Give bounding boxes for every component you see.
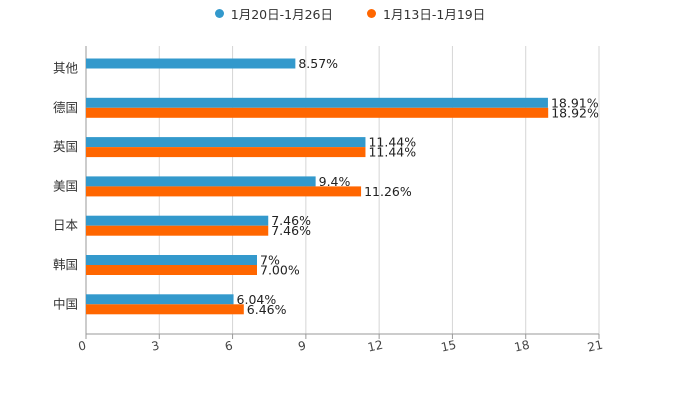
data-label-series1-2: 11.44% — [368, 135, 416, 150]
legend-label-series-1: 1月20日-1月26日 — [230, 7, 333, 22]
legend-item-series-2[interactable]: 1月13日-1月19日 — [367, 4, 485, 23]
data-label-series1-6: 6.04% — [237, 292, 277, 307]
data-label-series1-4: 7.46% — [271, 213, 311, 228]
y-tick-label-0: 其他 — [53, 61, 79, 76]
y-tick-label-2: 英国 — [53, 139, 78, 154]
bar-series1-2 — [86, 137, 366, 148]
data-label-series1-3: 9.4% — [319, 174, 351, 189]
x-tick-label-3: 3 — [150, 338, 160, 353]
y-tick-label-4: 日本 — [53, 218, 79, 233]
bar-series1-4 — [86, 215, 269, 226]
bar-series1-6 — [86, 294, 234, 305]
data-label-series2-5: 7.00% — [260, 263, 300, 278]
bar-series1-5 — [86, 255, 257, 265]
y-tick-label-1: 德国 — [53, 100, 78, 115]
x-tick-label-21: 21 — [586, 338, 604, 355]
legend-dot-series-2 — [367, 9, 376, 18]
bar-series1-0 — [86, 58, 296, 69]
legend-label-series-2: 1月13日-1月19日 — [383, 7, 486, 22]
bar-series1-1 — [86, 97, 548, 108]
bar-series2-3 — [86, 186, 362, 197]
bar-series2-1 — [86, 107, 549, 118]
x-tick-label-15: 15 — [440, 338, 458, 355]
legend-dot-series-1 — [214, 9, 224, 18]
bar-series2-6 — [86, 304, 244, 315]
data-label-series2-2: 11.44% — [368, 145, 416, 160]
x-tick-label-6: 6 — [224, 338, 234, 353]
data-label-series1-5: 7% — [260, 253, 280, 268]
x-tick-label-0: 0 — [77, 338, 87, 353]
data-label-series2-4: 7.46% — [271, 223, 311, 238]
data-label-series2-6: 6.46% — [247, 302, 287, 317]
bar-series2-4 — [86, 225, 269, 236]
data-label-series1-0: 8.57% — [298, 56, 338, 71]
x-tick-label-18: 18 — [513, 338, 531, 355]
data-label-series2-3: 11.26% — [364, 184, 412, 199]
bar-series2-5 — [86, 265, 257, 275]
legend: 1月20日-1月26日 1月13日-1月19日 — [0, 4, 700, 23]
x-tick-label-9: 9 — [297, 338, 307, 353]
y-tick-label-6: 中国 — [53, 296, 78, 311]
bar-series1-3 — [86, 176, 316, 187]
x-tick-label-12: 12 — [366, 338, 384, 355]
data-label-series1-1: 18.91% — [551, 95, 599, 110]
y-tick-label-3: 美国 — [53, 178, 78, 193]
y-tick-label-5: 韩国 — [53, 257, 78, 272]
data-label-series2-1: 18.92% — [551, 105, 599, 120]
bar-series2-2 — [86, 147, 366, 158]
legend-item-series-1[interactable]: 1月20日-1月26日 — [214, 4, 333, 23]
